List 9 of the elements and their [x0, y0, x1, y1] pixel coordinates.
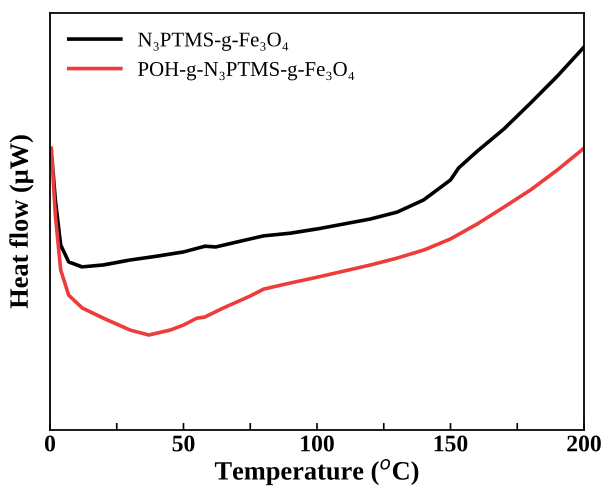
x-tick-label: 50: [172, 436, 194, 452]
x-tick-label: 150: [434, 436, 468, 452]
legend-label: N₃PTMS-g-Fe₃O₄: [138, 32, 288, 51]
x-tick-label: 0: [44, 436, 56, 452]
x-tick-label: 100: [301, 436, 334, 452]
legend-label: POH-g-N₃PTMS-g-Fe₃O₄: [138, 62, 354, 80]
x-tick-label: 200: [567, 436, 601, 452]
x-axis-title: Temperature ($^{o}$C): [214, 459, 418, 486]
y-axis-title: Heat flow (μW): [9, 135, 34, 308]
